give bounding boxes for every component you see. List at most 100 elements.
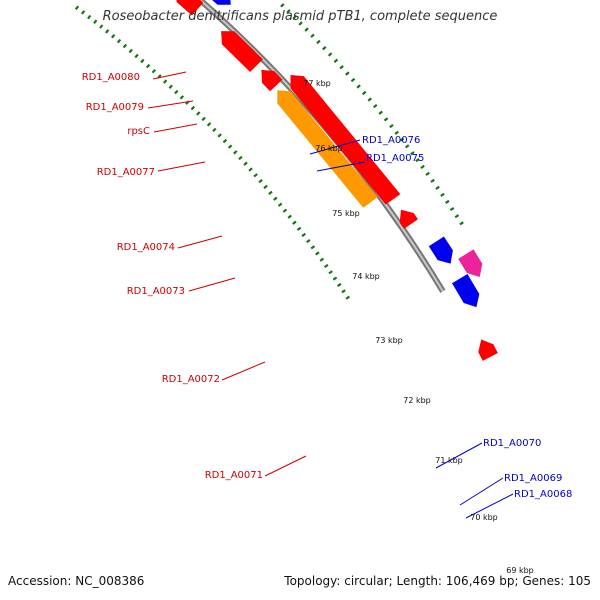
tick-dot bbox=[238, 155, 243, 161]
gene-arrow bbox=[428, 236, 453, 264]
tick-dot bbox=[134, 53, 139, 59]
tick-dot bbox=[415, 157, 420, 163]
tick-dot bbox=[323, 263, 329, 269]
tick-dot bbox=[310, 33, 315, 38]
tick-dot bbox=[99, 24, 104, 29]
tick-dot bbox=[410, 151, 415, 156]
gene-label[interactable]: RD1_A0072 bbox=[162, 374, 220, 385]
tick-dot bbox=[378, 110, 383, 115]
tick-dot bbox=[420, 164, 425, 170]
tick-dot bbox=[304, 27, 309, 32]
tick-dot bbox=[383, 117, 389, 122]
tick-dot bbox=[333, 58, 339, 63]
kbp-tick-label: 77 kbp bbox=[303, 79, 331, 88]
tick-dot bbox=[80, 10, 86, 15]
gene-arrow bbox=[452, 274, 480, 308]
gene-arrow bbox=[478, 339, 498, 361]
tick-dot bbox=[74, 5, 80, 11]
tick-dot bbox=[212, 127, 217, 133]
tick-dot bbox=[310, 245, 316, 250]
leader-line bbox=[157, 161, 206, 172]
tick-dot bbox=[372, 103, 378, 109]
leader-line bbox=[465, 493, 514, 519]
tick-dot bbox=[263, 184, 268, 190]
tick-dot bbox=[328, 270, 333, 275]
summary-text: Topology: circular; Length: 106,469 bp; … bbox=[284, 574, 591, 588]
tick-dot bbox=[316, 39, 321, 45]
kbp-tick-label: 69 kbp bbox=[506, 566, 534, 575]
tick-dot bbox=[361, 90, 367, 96]
kbp-tick-label: 72 kbp bbox=[403, 396, 431, 405]
tick-dot bbox=[206, 122, 212, 127]
gene-shapes bbox=[176, 0, 498, 361]
leader-line bbox=[177, 235, 223, 249]
tick-dot bbox=[449, 206, 455, 212]
gene-label[interactable]: RD1_A0080 bbox=[82, 72, 140, 83]
tick-dot bbox=[179, 95, 185, 100]
gene-label[interactable]: RD1_A0074 bbox=[117, 242, 175, 253]
tick-dot bbox=[248, 167, 253, 172]
gene-label[interactable]: RD1_A0071 bbox=[205, 470, 263, 481]
tick-dot bbox=[394, 130, 399, 135]
gene-label[interactable]: RD1_A0079 bbox=[86, 102, 144, 113]
tick-dot bbox=[282, 208, 288, 213]
tick-dot bbox=[367, 97, 372, 102]
tick-dot bbox=[292, 220, 297, 225]
tick-dot bbox=[280, 3, 285, 8]
gene-arrow bbox=[221, 31, 263, 72]
gene-label[interactable]: RD1_A0076 bbox=[362, 135, 420, 146]
tick-dot bbox=[287, 214, 292, 219]
tick-dot bbox=[356, 84, 361, 89]
gene-label[interactable]: RD1_A0073 bbox=[127, 286, 185, 297]
gene-arrow bbox=[458, 249, 483, 278]
gene-label[interactable]: RD1_A0075 bbox=[366, 153, 424, 164]
gene-label[interactable]: RD1_A0070 bbox=[483, 438, 541, 449]
tick-dot bbox=[273, 196, 278, 201]
leader-line bbox=[221, 361, 266, 381]
tick-dot bbox=[440, 192, 445, 197]
leader-line bbox=[316, 161, 366, 172]
tick-dot bbox=[243, 161, 248, 166]
tick-dot bbox=[196, 111, 201, 116]
tick-dot bbox=[268, 190, 273, 195]
tick-dot bbox=[430, 178, 435, 183]
tick-dot bbox=[122, 43, 128, 49]
tick-dot bbox=[151, 68, 156, 74]
gene-arrow bbox=[290, 75, 401, 205]
leader-line bbox=[459, 477, 504, 506]
leader-line bbox=[264, 455, 307, 477]
tick-dot bbox=[425, 171, 430, 176]
map-title: Roseobacter denitrificans plasmid pTB1, … bbox=[102, 9, 498, 24]
tick-dot bbox=[93, 19, 98, 25]
kbp-tick-label: 70 kbp bbox=[470, 513, 498, 522]
tick-dot bbox=[217, 133, 222, 138]
kbp-labels: 69 kbp 70 kbp 71 kbp 72 kbp 73 kbp 74 kbp 75 k… bbox=[303, 79, 534, 575]
gene-label[interactable]: rpsC bbox=[127, 126, 150, 137]
leader-line bbox=[309, 139, 361, 155]
tick-dot bbox=[435, 185, 440, 190]
tick-dot bbox=[336, 282, 342, 287]
tick-dot bbox=[454, 214, 460, 219]
tick-dot bbox=[116, 38, 122, 44]
gene-labels: RD1_A0080 RD1_A0079 rpsC RD1_A0077 RD1_A0076… bbox=[82, 72, 573, 500]
leader-line bbox=[188, 277, 236, 292]
accession-text: Accession: NC_008386 bbox=[8, 574, 145, 588]
gene-label[interactable]: RD1_A0077 bbox=[97, 167, 155, 178]
gene-label[interactable]: RD1_A0069 bbox=[504, 473, 562, 484]
tick-dot bbox=[128, 48, 133, 54]
tick-dot bbox=[140, 58, 145, 64]
tick-dot bbox=[201, 116, 206, 122]
tick-dot bbox=[322, 46, 327, 51]
tick-dot bbox=[445, 199, 450, 204]
gene-label[interactable]: RD1_A0068 bbox=[514, 489, 572, 500]
kbp-tick-label: 73 kbp bbox=[375, 336, 403, 345]
kbp-tick-label: 75 kbp bbox=[332, 209, 360, 218]
kbp-tick-label: 71 kbp bbox=[435, 456, 463, 465]
tick-dot bbox=[345, 295, 351, 300]
tick-dot bbox=[105, 29, 110, 34]
tick-dot bbox=[174, 89, 179, 95]
tick-dot bbox=[233, 150, 238, 155]
tick-dot bbox=[222, 138, 228, 144]
leader-line bbox=[152, 71, 187, 80]
